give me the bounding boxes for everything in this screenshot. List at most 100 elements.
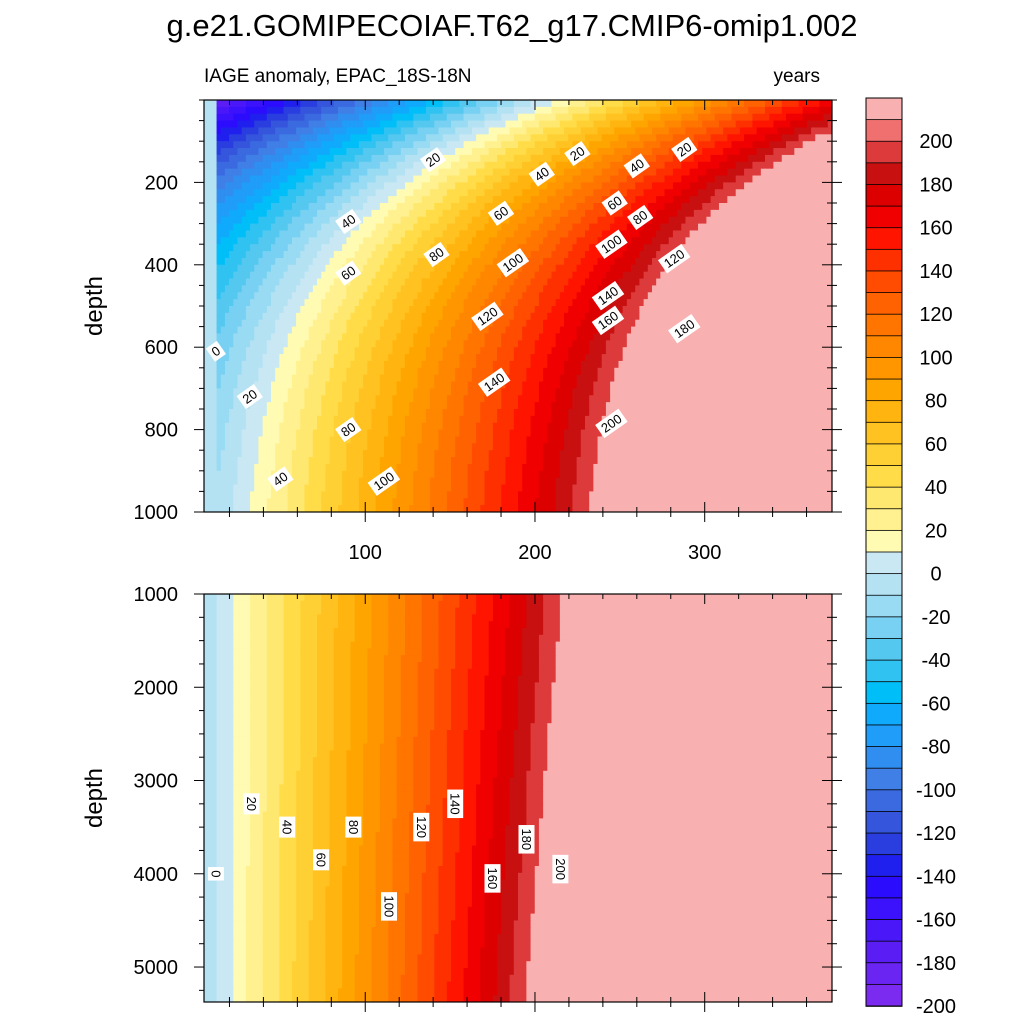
x-tick-label: 300 xyxy=(688,542,721,564)
colorbar-tick-label: -40 xyxy=(922,650,951,672)
colorbar-box xyxy=(865,335,903,359)
contour-label: 40 xyxy=(335,208,362,235)
contour-label: 40 xyxy=(623,153,650,179)
colorbar-tick-label: 20 xyxy=(925,520,947,542)
colorbar-box xyxy=(865,573,903,597)
colorbar-box xyxy=(865,724,903,748)
contour-label: 80 xyxy=(345,816,362,838)
colorbar-tick-label: 0 xyxy=(930,564,941,586)
colorbar-box xyxy=(865,594,903,618)
colorbar-box xyxy=(865,184,903,207)
colorbar-box xyxy=(865,486,903,510)
chart-subtitle-left: IAGE anomaly, EPAC_18S-18N xyxy=(204,66,472,87)
upper-panel: 100 200 3002004006008001000depth0204080100… xyxy=(81,99,842,564)
colorbar-tick-label: 120 xyxy=(919,304,952,326)
colorbar-tick-label: -60 xyxy=(922,693,951,715)
contour-label: 80 xyxy=(423,241,450,268)
colorbar-box xyxy=(865,659,903,683)
colorbar-tick-label: 140 xyxy=(919,261,952,283)
colorbar-box xyxy=(865,767,903,791)
colorbar-tick-label: 60 xyxy=(925,434,947,456)
contour-label: 60 xyxy=(487,200,515,226)
colorbar-box xyxy=(865,681,903,705)
colorbar-box xyxy=(865,421,903,445)
contour-label: 40 xyxy=(279,816,296,838)
colorbar-tick-label: 40 xyxy=(925,477,947,499)
contour-label: 180 xyxy=(518,825,535,854)
contour-label: 20 xyxy=(236,384,263,410)
colorbar-box xyxy=(865,205,903,229)
colorbar-box xyxy=(865,162,903,186)
colorbar-box xyxy=(865,292,903,315)
colorbar-box xyxy=(865,832,903,856)
contour-label: 140 xyxy=(447,789,464,819)
contour-label: 0 xyxy=(205,340,227,362)
colorbar-box xyxy=(865,443,903,467)
colorbar-tick-label: -80 xyxy=(922,737,951,759)
contour-label: 200 xyxy=(552,854,569,884)
y-tick-label: 2000 xyxy=(134,677,179,699)
colorbar-tick-label: -120 xyxy=(916,823,956,845)
y-tick-label: 1000 xyxy=(134,584,179,606)
colorbar-tick-label: 200 xyxy=(919,131,952,153)
colorbar-box xyxy=(865,270,903,294)
y-tick-label: 200 xyxy=(145,172,178,194)
colorbar-box xyxy=(865,465,903,488)
contour-label: 80 xyxy=(335,417,362,443)
colorbar-box xyxy=(865,616,903,640)
colorbar-box xyxy=(865,140,903,164)
colorbar-box xyxy=(865,400,903,424)
contour-label: 160 xyxy=(484,864,501,893)
y-tick-label: 600 xyxy=(145,337,178,359)
contour-label: 60 xyxy=(601,190,628,216)
lower-frame xyxy=(203,593,833,1003)
colorbar-tick-label: -160 xyxy=(916,910,956,932)
contour-label: 60 xyxy=(335,260,362,286)
contour-label: 120 xyxy=(413,812,430,842)
colorbar-tick-label: -200 xyxy=(916,996,956,1018)
y-tick-label: 3000 xyxy=(134,771,179,793)
colorbar-tick-label: -100 xyxy=(916,780,956,802)
colorbar-box xyxy=(865,789,903,813)
y-tick-label: 800 xyxy=(145,420,178,442)
contour-label: 40 xyxy=(528,161,555,187)
colorbar-box xyxy=(865,529,903,553)
chart-title: g.e21.GOMIPECOIAF.T62_g17.CMIP6-omip1.00… xyxy=(167,8,858,43)
colorbar-box xyxy=(865,357,903,380)
contour-label: 20 xyxy=(564,141,591,167)
colorbar-box xyxy=(865,378,903,402)
lower-panel: 1000 2000 3000 4000 5000 depth 0 20 40 60 80 100 120… xyxy=(81,584,842,1012)
colorbar-box xyxy=(865,897,903,921)
colorbar-box xyxy=(865,313,903,337)
colorbar-box xyxy=(865,940,903,964)
x-tick-label: 200 xyxy=(518,542,551,564)
colorbar-box xyxy=(865,551,903,575)
y-tick-label: 4000 xyxy=(134,864,179,886)
contour-label: 60 xyxy=(313,849,330,871)
colorbar-box xyxy=(865,875,903,899)
colorbar-tick-label: -180 xyxy=(916,953,956,975)
colorbar-box xyxy=(865,811,903,834)
colorbar-tick-label: 80 xyxy=(925,391,947,413)
colorbar-box xyxy=(865,248,903,272)
y-tick-label: 400 xyxy=(145,255,178,277)
contour-label: 20 xyxy=(419,147,447,173)
lower-contour-fill xyxy=(204,594,832,1002)
colorbar-box xyxy=(865,962,903,986)
y-tick-label: 5000 xyxy=(134,957,179,979)
upper-y-axis-title: depth xyxy=(81,276,108,336)
colorbar-box xyxy=(865,97,903,121)
chart-subtitle-units: years xyxy=(774,66,820,87)
y-tick-label: 1000 xyxy=(134,502,179,524)
colorbar-box xyxy=(865,919,903,942)
contour-label: 80 xyxy=(627,204,654,230)
colorbar-box xyxy=(865,702,903,726)
colorbar-tick-label: 180 xyxy=(919,174,952,196)
colorbar-box xyxy=(865,508,903,532)
colorbar: 200180160140120100806040200-20-40-60-80-… xyxy=(865,97,956,1018)
colorbar-box xyxy=(865,227,903,251)
contour-label: 100 xyxy=(381,892,397,921)
x-tick-label: 100 xyxy=(349,542,382,564)
colorbar-box xyxy=(865,119,903,143)
